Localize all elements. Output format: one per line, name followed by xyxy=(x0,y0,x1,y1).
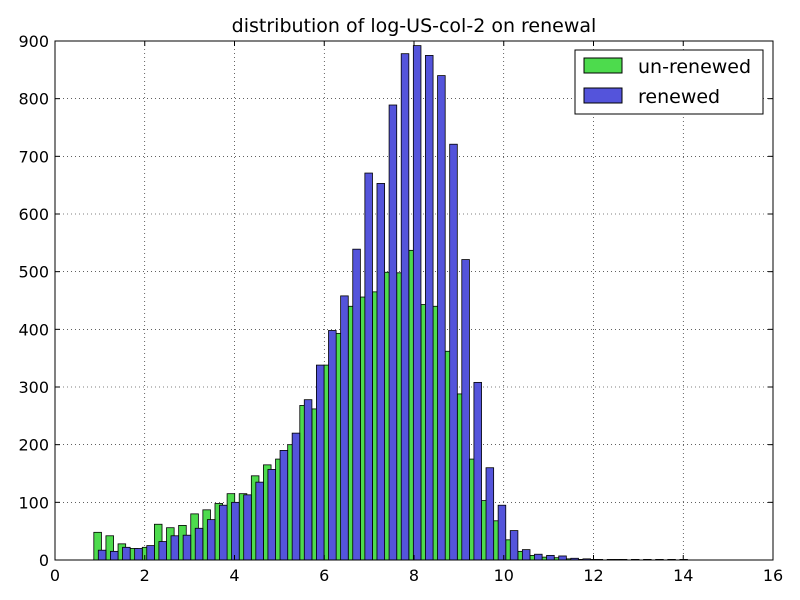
bar-renewed xyxy=(267,469,276,561)
bar-renewed xyxy=(485,467,495,561)
bar-renewed xyxy=(473,381,482,561)
bar-renewed xyxy=(255,481,264,561)
y-tick-label: 800 xyxy=(18,90,49,109)
bar-renewed xyxy=(110,550,119,561)
bar-renewed xyxy=(534,553,543,561)
y-tick-label: 500 xyxy=(18,263,49,282)
chart-title: distribution of log-US-col-2 on renewal xyxy=(232,15,597,37)
legend-label-un-renewed: un-renewed xyxy=(638,56,751,78)
bar-renewed xyxy=(437,75,446,561)
y-tick-label: 400 xyxy=(18,320,49,339)
x-tick-label: 2 xyxy=(140,566,150,585)
y-tick-label: 300 xyxy=(18,378,49,397)
bar-renewed xyxy=(497,504,507,561)
bar-renewed xyxy=(182,534,192,561)
bar-renewed xyxy=(449,143,458,561)
y-tick-label: 700 xyxy=(18,147,49,166)
bar-renewed xyxy=(388,104,398,561)
x-tick-label: 12 xyxy=(583,566,603,585)
bar-renewed xyxy=(219,504,228,561)
bar-renewed xyxy=(558,555,567,561)
bar-renewed xyxy=(509,530,519,561)
y-tick-label: 900 xyxy=(18,32,49,51)
legend-label-renewed: renewed xyxy=(638,86,720,108)
bar-renewed xyxy=(364,172,373,561)
bar-renewed xyxy=(146,545,155,561)
x-tick-label: 4 xyxy=(229,566,239,585)
bars xyxy=(93,45,688,561)
bar-renewed xyxy=(352,248,361,561)
y-tick-label: 100 xyxy=(18,493,49,512)
bar-renewed xyxy=(97,549,107,561)
bar-renewed xyxy=(206,519,216,561)
bar-renewed xyxy=(412,45,422,561)
bar-renewed xyxy=(279,450,289,561)
bar-renewed xyxy=(134,548,143,561)
bar-renewed xyxy=(546,554,555,561)
legend-swatch-renewed xyxy=(583,87,623,104)
bar-renewed xyxy=(194,527,204,561)
bar-renewed xyxy=(461,259,470,561)
bar-renewed xyxy=(170,535,180,561)
bar-renewed xyxy=(231,501,240,561)
y-tick-label: 200 xyxy=(18,436,49,455)
legend-swatch-un-renewed xyxy=(583,57,623,74)
bar-renewed xyxy=(315,364,325,561)
y-tick-label: 600 xyxy=(18,205,49,224)
bar-renewed xyxy=(376,183,386,561)
bar-renewed xyxy=(400,53,410,561)
bar-renewed xyxy=(303,399,313,561)
bar-renewed xyxy=(425,55,434,561)
x-tick-label: 16 xyxy=(763,566,783,585)
bar-renewed xyxy=(291,432,301,561)
legend: un-renewed renewed xyxy=(574,49,764,115)
bar-renewed xyxy=(243,494,252,561)
x-tick-label: 8 xyxy=(409,566,419,585)
x-tick-label: 0 xyxy=(50,566,60,585)
x-tick-label: 10 xyxy=(494,566,514,585)
bar-renewed xyxy=(122,546,131,561)
x-tick-label: 14 xyxy=(673,566,693,585)
bar-renewed xyxy=(340,295,349,561)
axis-ticks: 0 2 4 6 8 10 12 14 16 0 100 200 300 400 500 600 700 800 90… xyxy=(18,32,783,585)
bar-renewed xyxy=(158,541,167,561)
bar-renewed xyxy=(328,330,337,561)
y-tick-label: 0 xyxy=(39,551,49,570)
bar-renewed xyxy=(521,549,531,561)
x-tick-label: 6 xyxy=(319,566,329,585)
